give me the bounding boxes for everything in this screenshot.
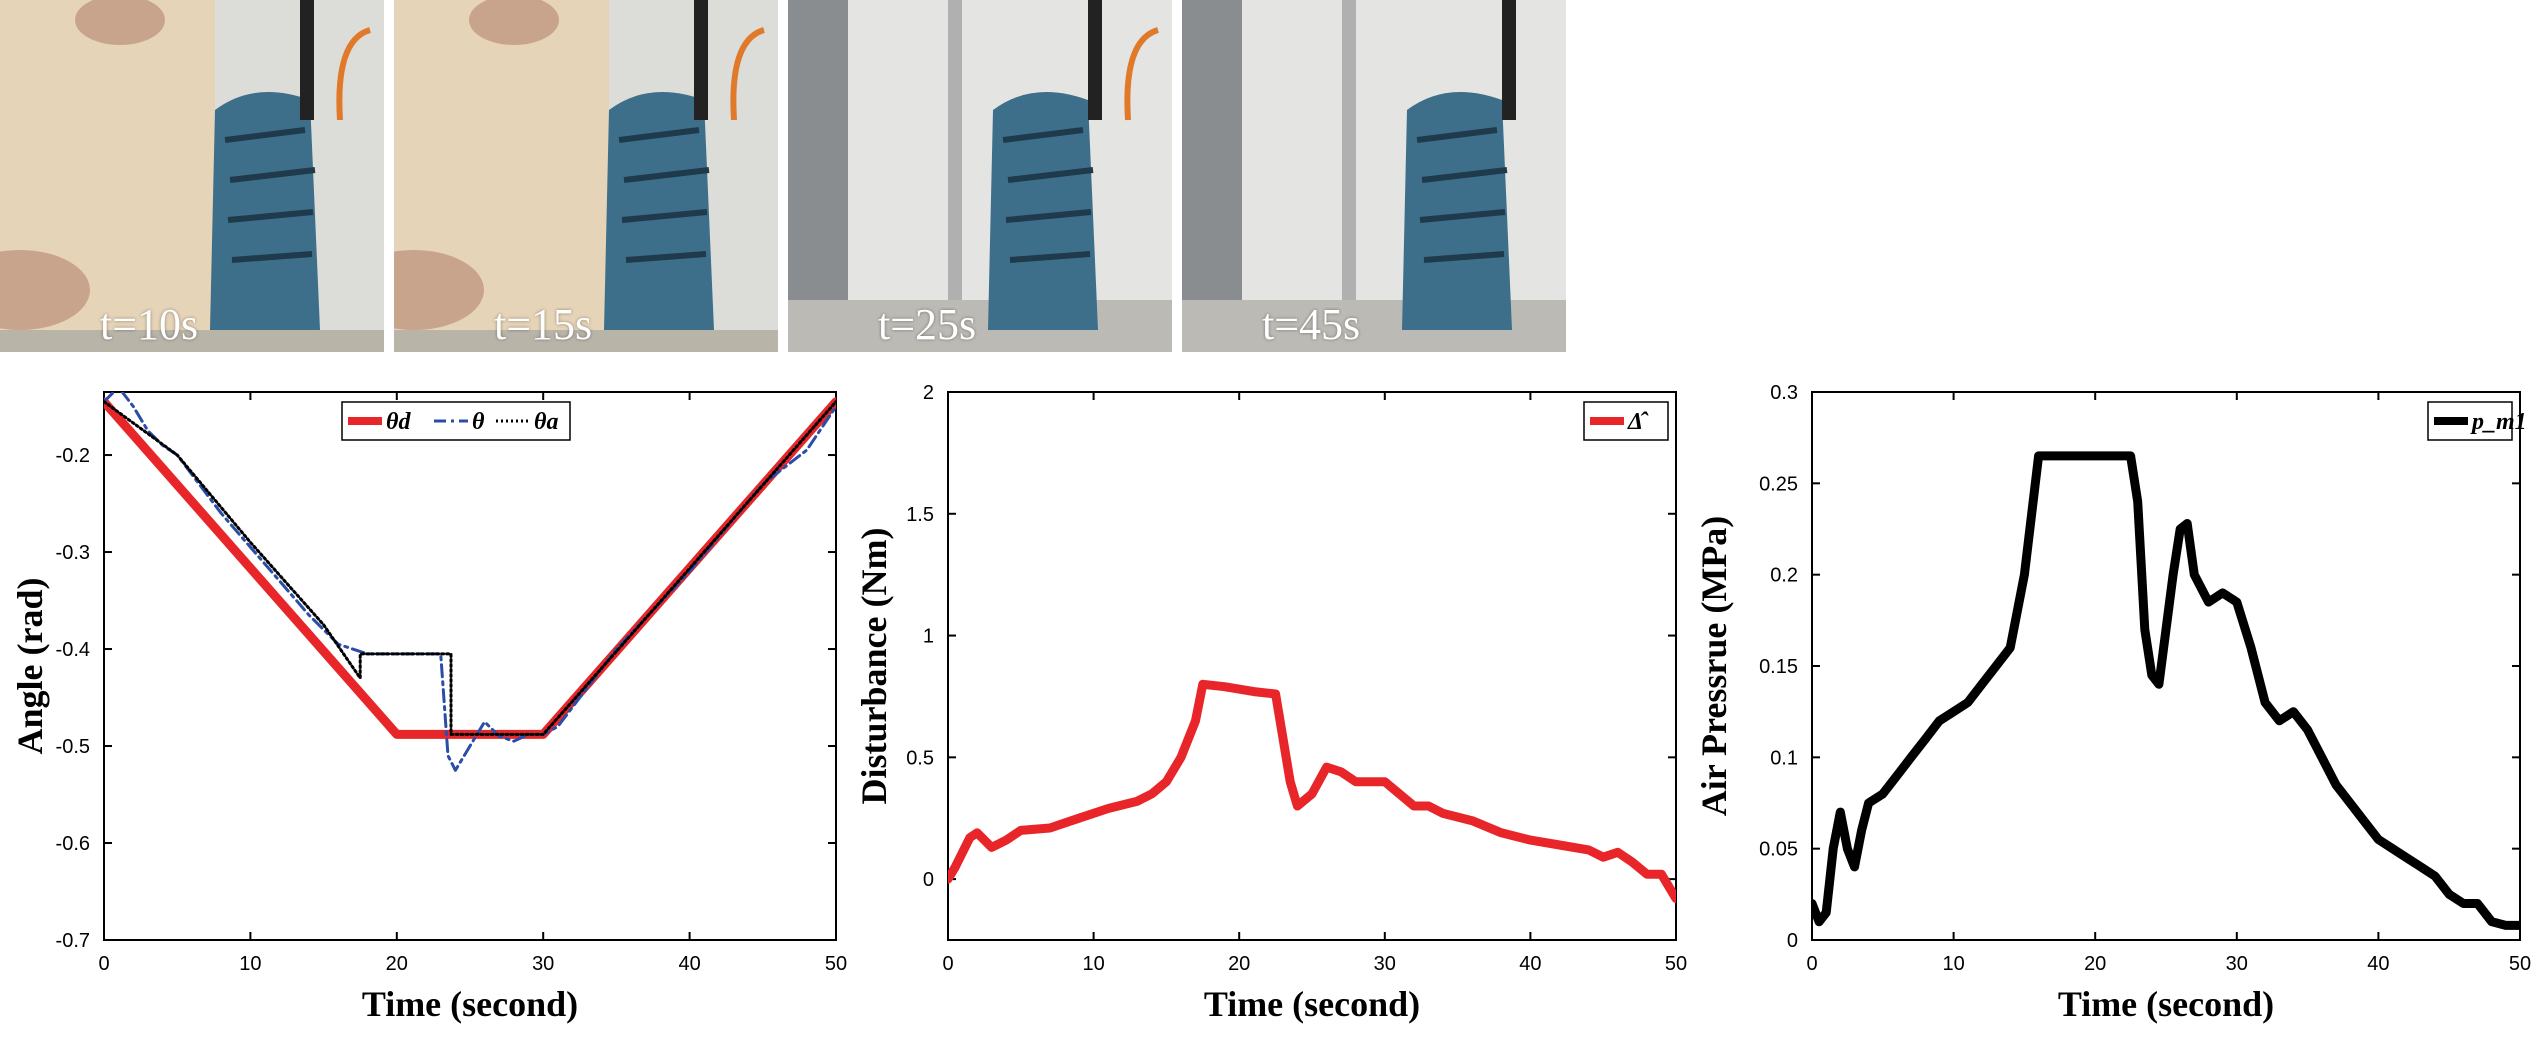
legend-label-1: p_m1 (2470, 409, 2527, 435)
x-tick-label: 10 (1082, 953, 1104, 975)
charts-panel: 0 10 20 30 40 50-0.2-0.3-0.4-0.5-0.6-0.7Time … (10, 382, 2531, 1024)
y-tick-label: 2 (923, 382, 934, 404)
x-tick-label: 40 (2367, 953, 2389, 975)
y-tick-label: 0.3 (1770, 382, 1798, 404)
y-tick-label: -0.2 (56, 445, 90, 467)
y-tick-label: 0.05 (1759, 839, 1798, 861)
y-tick-label: -0.4 (56, 639, 90, 661)
x-tick-label: 30 (1374, 953, 1396, 975)
y-tick-label: 1.5 (906, 504, 934, 526)
series-line-2 (104, 392, 836, 772)
x-tick-label: 0 (942, 953, 953, 975)
y-tick-label: 0.15 (1759, 656, 1798, 678)
legend: Δ̂ (1583, 401, 1669, 441)
chart-2: 0 10 20 30 40 50 0 0.5 1 1.5 2 Time (second) Disturb… (854, 382, 1687, 1024)
photo-frame-3: t=25s (788, 0, 1172, 352)
experiment-photo-4 (1182, 0, 1566, 352)
y-tick-label: -0.7 (56, 930, 90, 952)
y-tick-label: -0.5 (56, 736, 90, 758)
y-axis-label: Disturbance (Nm) (854, 528, 894, 805)
series-line-3 (104, 400, 836, 736)
x-tick-label: 30 (2226, 953, 2248, 975)
y-axis-label: Angle (rad) (10, 578, 50, 755)
x-tick-label: 50 (1665, 953, 1687, 975)
x-axis-label: Time (second) (362, 984, 578, 1024)
legend-label-2: θ (472, 409, 485, 435)
experiment-photo-3 (788, 0, 1172, 352)
y-tick-label: 1 (923, 626, 934, 648)
x-axis-label: Time (second) (1204, 984, 1420, 1024)
experiment-photo-2 (394, 0, 778, 352)
x-tick-label: 0 (98, 953, 109, 975)
photo-frame-1: t=10s (0, 0, 384, 352)
series-line-1 (1812, 451, 2520, 930)
y-tick-label: -0.6 (56, 833, 90, 855)
x-tick-label: 50 (825, 953, 847, 975)
y-tick-label: 0 (923, 869, 934, 891)
photo-caption-2: t=15s (494, 300, 593, 349)
series-line-1 (948, 679, 1676, 904)
x-tick-label: 20 (386, 953, 408, 975)
chart-3: 0 10 20 30 40 50 0 0.05 0.1 0.15 0.2 0.25 0.3 Time (s… (1694, 382, 2531, 1024)
x-tick-label: 40 (1519, 953, 1541, 975)
x-tick-label: 10 (239, 953, 261, 975)
experiment-photo-1 (0, 0, 384, 352)
y-axis-label: Air Pressrue (MPa) (1694, 516, 1734, 817)
legend: θd θ θa (341, 401, 571, 441)
chart-1: 0 10 20 30 40 50 -0.2 -0.3 -0.4 -0.5 -0.6 -0.7 Time … (10, 391, 847, 1024)
x-tick-label: 20 (1228, 953, 1250, 975)
plot-frame (947, 391, 1677, 941)
y-tick-label: 0.5 (906, 747, 934, 769)
y-tick-label: 0.25 (1759, 473, 1798, 495)
x-tick-label: 30 (532, 953, 554, 975)
photo-frame-2: t=15s (394, 0, 778, 352)
x-tick-label: 10 (1942, 953, 1964, 975)
x-tick-label: 20 (2084, 953, 2106, 975)
y-tick-label: 0 (1787, 930, 1798, 952)
legend-label-1: θd (386, 409, 411, 435)
x-axis-label: Time (second) (2058, 984, 2274, 1024)
legend: p_m1 (2427, 401, 2527, 441)
series-line-1 (104, 397, 836, 739)
y-tick-label: -0.3 (56, 542, 90, 564)
legend-label-3: θa (534, 409, 558, 435)
photo-caption-4: t=45s (1262, 300, 1361, 349)
x-tick-label: 0 (1806, 953, 1817, 975)
photo-frame-4: t=45s (1182, 0, 1566, 352)
photo-caption-3: t=25s (878, 300, 977, 349)
y-tick-label: 0.1 (1770, 747, 1798, 769)
x-tick-label: 50 (2509, 953, 2531, 975)
y-tick-label: 0.2 (1770, 565, 1798, 587)
photo-caption-1: t=10s (100, 300, 199, 349)
x-tick-label: 40 (678, 953, 700, 975)
plot-frame (103, 391, 837, 941)
